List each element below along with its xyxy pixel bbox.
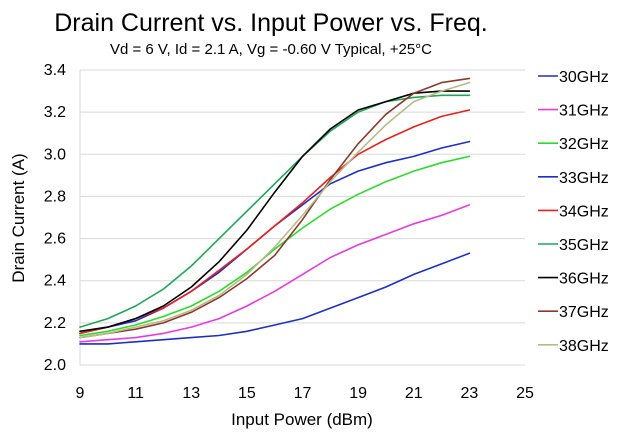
legend-label: 33GHz [559, 170, 609, 187]
x-tick-label: 21 [405, 385, 423, 402]
y-tick-labels: 2.0 2.2 2.4 2.6 2.8 3.0 3.2 3.4 [44, 62, 66, 374]
legend-label: 31GHz [559, 103, 609, 120]
x-tick-label: 25 [516, 385, 534, 402]
x-tick-label: 13 [182, 385, 200, 402]
chart-subtitle: Vd = 6 V, Id = 2.1 A, Vg = -0.60 V Typic… [110, 41, 432, 58]
y-tick-label: 3.4 [44, 62, 66, 79]
legend-label: 35GHz [559, 237, 609, 254]
legend-label: 36GHz [559, 271, 609, 288]
legend-label: 30GHz [559, 69, 609, 86]
y-tick-label: 2.8 [44, 188, 66, 205]
x-tick-label: 11 [127, 385, 144, 402]
x-tick-label: 9 [76, 385, 85, 402]
y-tick-label: 3.2 [44, 104, 66, 121]
series-line-36GHz [79, 90, 471, 333]
y-axis-label: Drain Current (A) [9, 153, 28, 282]
y-tick-label: 2.2 [44, 315, 66, 332]
series-line-31GHz [79, 204, 471, 343]
gridlines [80, 69, 525, 366]
x-tick-labels: 9 11 13 15 17 19 21 23 25 [76, 385, 534, 402]
legend-label: 37GHz [559, 304, 609, 321]
x-tick-label: 15 [238, 385, 256, 402]
x-tick-label: 17 [294, 385, 312, 402]
chart-title: Drain Current vs. Input Power vs. Freq. [54, 9, 487, 37]
series-line-30GHz [79, 252, 471, 345]
legend: 30GHz 31GHz 32GHz 33GHz 34GHz 35GHz 36GHz 37GHz… [538, 69, 609, 355]
series-line-37GHz [79, 77, 471, 339]
x-tick-label: 19 [349, 385, 367, 402]
series-lines [79, 77, 471, 345]
y-tick-label: 2.4 [44, 273, 66, 290]
series-line-32GHz [79, 155, 471, 337]
series-line-34GHz [79, 109, 471, 335]
legend-label: 32GHz [559, 136, 609, 153]
y-tick-label: 2.0 [44, 357, 66, 374]
legend-label: 34GHz [559, 203, 609, 220]
legend-label: 38GHz [559, 338, 609, 355]
series-line-35GHz [79, 94, 471, 328]
y-tick-label: 3.0 [44, 146, 66, 163]
x-tick-label: 23 [460, 385, 478, 402]
y-tick-label: 2.6 [44, 231, 66, 248]
series-line-38GHz [79, 81, 471, 339]
x-axis-label: Input Power (dBm) [231, 410, 373, 429]
